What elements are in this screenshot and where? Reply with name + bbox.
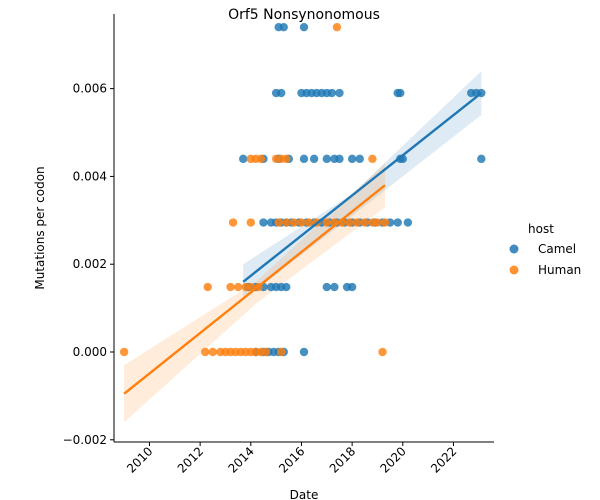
- data-point-human: [360, 218, 369, 227]
- x-axis-label: Date: [290, 488, 319, 500]
- y-tick-label: 0.000: [73, 345, 107, 359]
- data-point-human: [368, 154, 377, 164]
- x-tick-label: 2012: [175, 444, 206, 475]
- data-point-human: [353, 218, 362, 227]
- data-point-human: [246, 282, 255, 292]
- data-point-human: [322, 218, 331, 227]
- legend-title: host: [528, 222, 554, 236]
- y-tick-label: −0.002: [63, 433, 107, 447]
- x-tick-label: 2014: [225, 444, 256, 475]
- data-point-human: [282, 154, 291, 164]
- data-point-camel: [322, 154, 331, 164]
- x-tick-label: 2018: [327, 444, 358, 475]
- y-tick-label: 0.006: [73, 82, 107, 96]
- y-tick-label: 0.002: [73, 257, 107, 271]
- data-point-camel: [403, 218, 413, 227]
- data-point-human: [277, 347, 286, 357]
- data-point-camel: [330, 282, 339, 292]
- regression-line-human: [123, 184, 386, 395]
- data-point-camel: [393, 218, 402, 227]
- plot-area: −0.002 0.000 0.002 0.004 0.006 2010 2012 2014 20…: [63, 14, 494, 476]
- data-point-human: [345, 218, 354, 227]
- x-tick-label: 2010: [124, 444, 155, 475]
- data-point-human: [119, 347, 129, 357]
- x-tick-label: 2016: [276, 444, 307, 475]
- chart-title: Orf5 Nonsynonomous: [228, 7, 380, 23]
- data-point-camel: [277, 88, 286, 98]
- legend-label-camel: Camel: [538, 242, 576, 256]
- data-point-camel: [347, 154, 357, 164]
- data-point-camel: [239, 154, 248, 164]
- data-point-human: [246, 218, 255, 227]
- data-point-camel: [347, 282, 357, 292]
- data-point-camel: [282, 282, 291, 292]
- data-point-human: [228, 218, 238, 227]
- data-point-camel: [322, 282, 331, 292]
- data-point-human: [208, 347, 217, 357]
- data-point-human: [378, 347, 387, 357]
- legend: host Camel Human: [509, 222, 581, 277]
- data-point-camel: [396, 88, 405, 98]
- data-point-human: [373, 218, 382, 227]
- data-point-human: [233, 282, 243, 292]
- data-point-camel: [279, 22, 288, 32]
- ci-band-human: [124, 163, 386, 423]
- data-point-camel: [299, 22, 309, 32]
- legend-label-human: Human: [538, 263, 581, 277]
- data-point-human: [201, 347, 210, 357]
- legend-marker-human: [509, 265, 519, 275]
- x-tick-label: 2020: [377, 444, 408, 475]
- ci-band-camel: [243, 71, 482, 300]
- y-axis-label: Mutations per codon: [33, 166, 47, 289]
- data-point-camel: [327, 88, 337, 98]
- data-point-camel: [335, 88, 344, 98]
- data-point-human: [226, 282, 235, 292]
- legend-marker-camel: [509, 244, 519, 254]
- data-point-human: [256, 154, 266, 164]
- data-point-human: [289, 218, 299, 227]
- data-point-human: [261, 347, 271, 357]
- data-point-camel: [309, 154, 319, 164]
- data-point-camel: [259, 218, 268, 227]
- data-point-human: [274, 218, 283, 227]
- data-point-camel: [335, 154, 344, 164]
- data-point-camel: [477, 154, 486, 164]
- x-tick-label: 2022: [428, 444, 459, 475]
- data-point-camel: [299, 347, 309, 357]
- data-point-human: [297, 218, 306, 227]
- data-point-camel: [299, 154, 309, 164]
- data-point-human: [282, 218, 291, 227]
- regression-line-camel: [242, 92, 483, 283]
- data-point-camel: [355, 154, 364, 164]
- data-point-human: [332, 22, 342, 32]
- data-point-human: [380, 218, 390, 227]
- data-point-human: [203, 282, 212, 292]
- data-point-human: [304, 218, 314, 227]
- y-tick-label: 0.004: [73, 169, 107, 183]
